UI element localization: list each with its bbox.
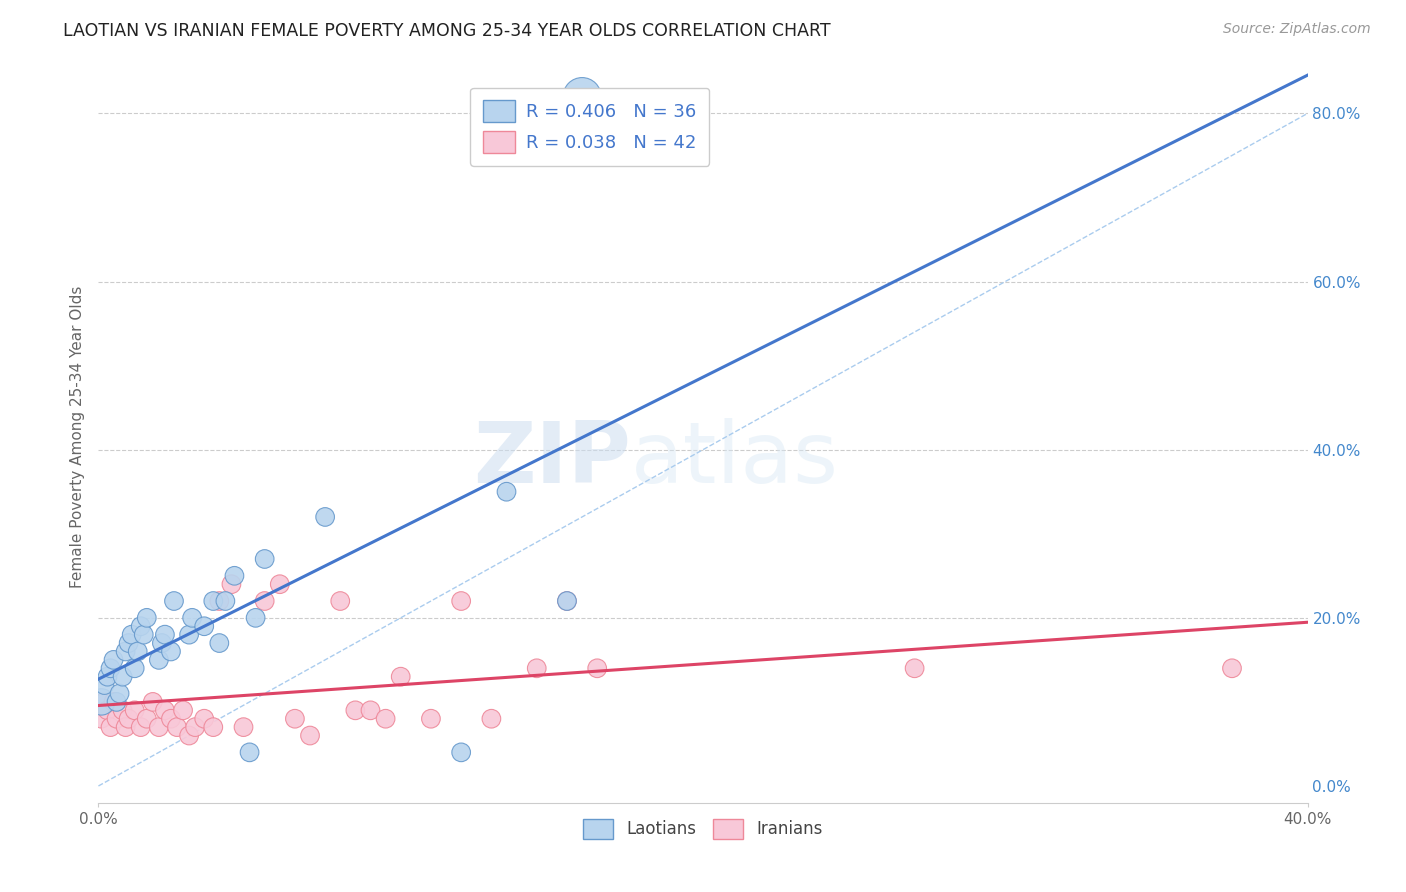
Point [148,653,170,667]
Point [103,695,125,709]
Point [202,594,225,608]
Point [221,577,243,591]
Point [127,644,149,658]
Point [129,720,152,734]
Point [904,661,927,675]
Point [118,636,141,650]
Point [179,729,201,743]
Point [208,594,231,608]
Point [153,627,176,641]
Point [269,577,291,591]
Point [121,627,143,641]
Point [163,594,186,608]
Legend: Laotians, Iranians: Laotians, Iranians [576,812,830,846]
Point [450,745,472,759]
Point [166,720,188,734]
Point [118,712,141,726]
Point [148,720,170,734]
Text: Source: ZipAtlas.com: Source: ZipAtlas.com [1223,22,1371,37]
Point [374,712,396,726]
Point [135,712,157,726]
Point [96,703,118,717]
Point [360,703,382,717]
Point [135,611,157,625]
Point [344,703,367,717]
Point [495,484,517,499]
Point [100,720,122,734]
Point [450,594,472,608]
Point [111,670,134,684]
Point [245,611,267,625]
Point [181,611,204,625]
Text: ZIP: ZIP [472,417,630,500]
Text: atlas: atlas [630,417,838,500]
Point [299,729,322,743]
Point [1220,661,1243,675]
Point [179,627,201,641]
Point [132,627,155,641]
Point [208,636,231,650]
Point [253,594,276,608]
Point [129,619,152,633]
Point [114,644,136,658]
Point [202,720,225,734]
Point [284,712,307,726]
Point [93,678,115,692]
Point [105,695,128,709]
Point [224,569,246,583]
Point [90,695,112,709]
Point [481,712,503,726]
Point [193,712,215,726]
Point [239,745,262,759]
Point [100,661,122,675]
Point [108,686,131,700]
Point [172,703,194,717]
Point [571,89,593,103]
Point [150,636,173,650]
Point [103,653,125,667]
Point [555,594,578,608]
Point [142,695,165,709]
Point [124,703,146,717]
Point [93,695,115,709]
Point [124,661,146,675]
Point [232,720,254,734]
Point [105,712,128,726]
Point [526,661,548,675]
Point [314,510,336,524]
Point [90,712,112,726]
Point [184,720,207,734]
Point [329,594,352,608]
Point [389,670,412,684]
Point [253,552,276,566]
Point [114,720,136,734]
Point [153,703,176,717]
Point [160,644,183,658]
Point [214,594,236,608]
Point [420,712,443,726]
Point [96,670,118,684]
Y-axis label: Female Poverty Among 25-34 Year Olds: Female Poverty Among 25-34 Year Olds [69,286,84,588]
Point [555,594,578,608]
Point [111,703,134,717]
Point [160,712,183,726]
Point [586,661,609,675]
Text: LAOTIAN VS IRANIAN FEMALE POVERTY AMONG 25-34 YEAR OLDS CORRELATION CHART: LAOTIAN VS IRANIAN FEMALE POVERTY AMONG … [63,22,831,40]
Point [193,619,215,633]
